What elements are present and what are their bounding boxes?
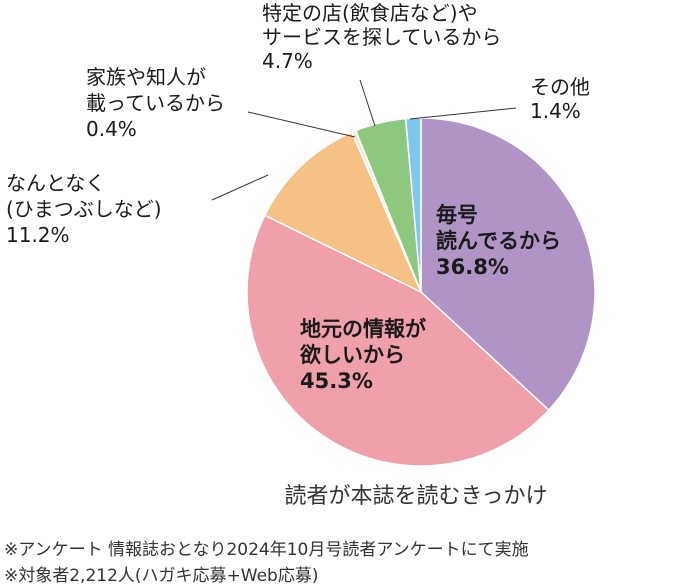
slice-every-issue bbox=[420, 117, 596, 412]
slice-specific-shop-leader bbox=[359, 79, 376, 127]
survey-note: ※アンケート 情報誌おとなり2024年10月号読者アンケートにて実施 bbox=[4, 540, 529, 560]
slice-local-info-label: 欲しいから bbox=[299, 343, 405, 367]
slice-other-label: その他 bbox=[530, 75, 590, 99]
slice-family-acquaintance-label: 家族や知人が bbox=[86, 65, 206, 89]
slice-every-issue-label: 読んでるから bbox=[436, 229, 561, 253]
slice-local-info-value: 45.3% bbox=[300, 369, 373, 393]
slice-family-acquaintance-value: 0.4% bbox=[86, 117, 137, 141]
slice-other-value: 1.4% bbox=[530, 99, 581, 123]
slice-specific-shop-value: 4.7% bbox=[262, 49, 313, 73]
slice-every-issue-value: 36.8% bbox=[436, 255, 509, 279]
slice-casual-value: 11.2% bbox=[6, 223, 70, 247]
slice-specific-shop-label: 特定の店(飲食店など)や bbox=[262, 1, 478, 25]
slice-local-info-label: 地元の情報が bbox=[300, 317, 426, 341]
slice-local-info bbox=[246, 214, 550, 467]
leader-lines bbox=[211, 79, 517, 201]
slice-casual-leader bbox=[211, 174, 269, 201]
respondents-note: ※対象者2,212人(ハガキ応募+Web応募) bbox=[4, 566, 318, 586]
slice-every-issue-label: 毎号 bbox=[436, 203, 478, 227]
chart-caption: 読者が本誌を読むきっかけ bbox=[284, 484, 547, 509]
slice-family-acquaintance-label: 載っているから bbox=[86, 91, 225, 115]
slice-casual-label: (ひまつぶしなど) bbox=[6, 197, 162, 221]
slice-casual-label: なんとなく bbox=[6, 171, 105, 195]
slice-family-acquaintance-leader bbox=[247, 111, 356, 138]
slice-other-leader bbox=[409, 107, 517, 120]
pie-slices bbox=[246, 117, 596, 467]
slice-specific-shop-label: サービスを探しているから bbox=[262, 25, 501, 49]
